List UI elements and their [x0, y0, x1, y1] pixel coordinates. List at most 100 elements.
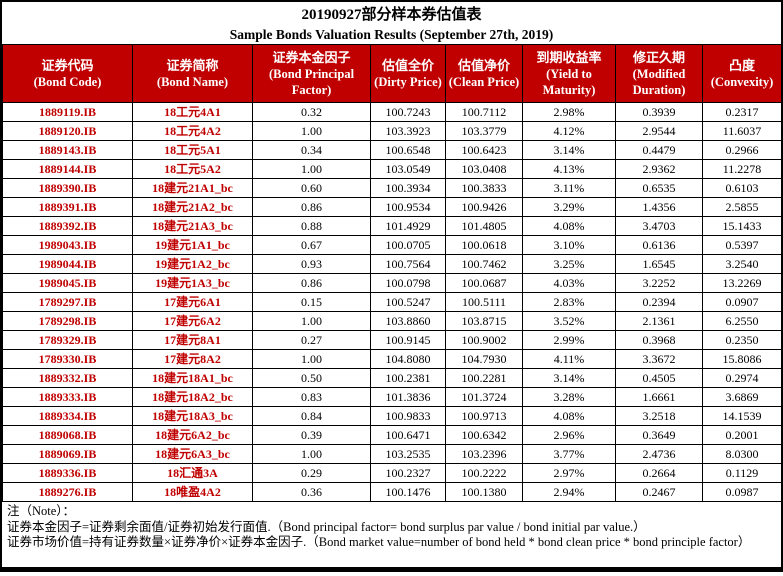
cell-convexity: 2.5855: [702, 197, 782, 217]
cell-dirty-price: 101.3836: [370, 387, 446, 407]
cell-clean-price: 100.9002: [445, 330, 523, 350]
cell-convexity: 0.6103: [702, 178, 782, 198]
cell-dirty-price: 101.4929: [370, 216, 446, 236]
cell-dirty-price: 103.8860: [370, 311, 446, 331]
cell-dirty-price: 100.1476: [370, 482, 446, 502]
cell-bond-name: 19建元1A1_bc: [132, 235, 253, 255]
cell-modified-duration: 3.2518: [615, 406, 703, 426]
cell-modified-duration: 0.6136: [615, 235, 703, 255]
cell-modified-duration: 0.6535: [615, 178, 703, 198]
cell-clean-price: 100.7462: [445, 254, 523, 274]
column-header-bond-name: 证券简称 (Bond Name): [132, 44, 253, 103]
cell-clean-price: 103.0408: [445, 159, 523, 179]
column-header-modified-duration: 修正久期 (Modified Duration): [615, 44, 703, 103]
cell-bond-code: 1889119.IB: [2, 102, 133, 122]
cell-principal-factor: 0.86: [252, 273, 371, 293]
page-title: 20190927部分样本券估值表: [301, 6, 482, 23]
column-header-en: (Modified Duration): [632, 67, 686, 97]
cell-yield-to-maturity: 4.03%: [522, 273, 616, 293]
cell-clean-price: 101.4805: [445, 216, 523, 236]
cell-yield-to-maturity: 2.97%: [522, 463, 616, 483]
cell-bond-code: 1989044.IB: [2, 254, 133, 274]
cell-bond-code: 1889391.IB: [2, 197, 133, 217]
cell-dirty-price: 100.2381: [370, 368, 446, 388]
cell-convexity: 0.0907: [702, 292, 782, 312]
cell-modified-duration: 1.6545: [615, 254, 703, 274]
column-header-en: (Bond Name): [156, 75, 229, 89]
table-row: 1889144.IB 18工元5A2 1.00 103.0549 103.0408 4.1…: [2, 159, 782, 179]
table-row: 1789298.IB 17建元6A2 1.00 103.8860 103.8715 3.5…: [2, 311, 782, 331]
cell-convexity: 0.2350: [702, 330, 782, 350]
cell-convexity: 0.2974: [702, 368, 782, 388]
cell-dirty-price: 104.8080: [370, 349, 446, 369]
cell-bond-name: 18唯盈4A2: [132, 482, 253, 502]
cell-yield-to-maturity: 2.98%: [522, 102, 616, 122]
cell-clean-price: 103.8715: [445, 311, 523, 331]
cell-yield-to-maturity: 3.14%: [522, 140, 616, 160]
cell-principal-factor: 0.50: [252, 368, 371, 388]
column-header-en: (Bond Code): [33, 75, 102, 89]
cell-bond-code: 1789329.IB: [2, 330, 133, 350]
cell-dirty-price: 100.0705: [370, 235, 446, 255]
column-header-zh: 到期收益率: [536, 50, 602, 65]
cell-bond-name: 18汇通3A: [132, 463, 253, 483]
column-header-en: (Bond Principal Factor): [268, 67, 355, 97]
cell-clean-price: 100.2281: [445, 368, 523, 388]
cell-bond-code: 1889333.IB: [2, 387, 133, 407]
cell-dirty-price: 100.7564: [370, 254, 446, 274]
cell-dirty-price: 103.2535: [370, 444, 446, 464]
cell-yield-to-maturity: 2.96%: [522, 425, 616, 445]
cell-convexity: 15.8086: [702, 349, 782, 369]
cell-clean-price: 100.2222: [445, 463, 523, 483]
cell-modified-duration: 2.9362: [615, 159, 703, 179]
column-header-zh: 证券代码: [41, 58, 94, 73]
cell-principal-factor: 0.84: [252, 406, 371, 426]
cell-dirty-price: 103.0549: [370, 159, 446, 179]
table-row: 1789297.IB 17建元6A1 0.15 100.5247 100.5111 2.8…: [2, 292, 782, 312]
column-header-zh: 估值净价: [457, 58, 510, 73]
column-header-en: (Clean Price): [448, 75, 520, 89]
column-header-zh: 凸度: [728, 58, 755, 73]
note-line-principal-factor: 证券本金因子=证券剩余面值/证券初始发行面值.（Bond principal f…: [7, 519, 646, 534]
cell-yield-to-maturity: 4.11%: [522, 349, 616, 369]
cell-bond-name: 18建元21A2_bc: [132, 197, 253, 217]
column-header-zh: 证券本金因子: [272, 50, 351, 65]
cell-bond-name: 18工元5A1: [132, 140, 253, 160]
cell-bond-name: 19建元1A2_bc: [132, 254, 253, 274]
cell-clean-price: 103.3779: [445, 121, 523, 141]
table-row: 1789330.IB 17建元8A2 1.00 104.8080 104.7930 4.1…: [2, 349, 782, 369]
cell-modified-duration: 0.2467: [615, 482, 703, 502]
table-row: 1889392.IB 18建元21A3_bc 0.88 101.4929 101.480…: [2, 216, 782, 236]
cell-dirty-price: 103.3923: [370, 121, 446, 141]
cell-yield-to-maturity: 2.94%: [522, 482, 616, 502]
table-row: 1889120.IB 18工元4A2 1.00 103.3923 103.3779 4.1…: [2, 121, 782, 141]
cell-bond-code: 1889120.IB: [2, 121, 133, 141]
cell-convexity: 0.0987: [702, 482, 782, 502]
cell-bond-code: 1889390.IB: [2, 178, 133, 198]
cell-convexity: 0.1129: [702, 463, 782, 483]
cell-principal-factor: 1.00: [252, 159, 371, 179]
cell-modified-duration: 2.1361: [615, 311, 703, 331]
cell-clean-price: 100.0687: [445, 273, 523, 293]
cell-principal-factor: 0.15: [252, 292, 371, 312]
cell-yield-to-maturity: 3.25%: [522, 254, 616, 274]
cell-bond-name: 18建元18A2_bc: [132, 387, 253, 407]
cell-yield-to-maturity: 2.99%: [522, 330, 616, 350]
cell-yield-to-maturity: 3.28%: [522, 387, 616, 407]
table-row: 1989043.IB 19建元1A1_bc 0.67 100.0705 100.0618…: [2, 235, 782, 255]
cell-dirty-price: 100.9833: [370, 406, 446, 426]
table-row: 1789329.IB 17建元8A1 0.27 100.9145 100.9002 2.9…: [2, 330, 782, 350]
cell-bond-name: 19建元1A3_bc: [132, 273, 253, 293]
cell-modified-duration: 3.4703: [615, 216, 703, 236]
cell-yield-to-maturity: 2.83%: [522, 292, 616, 312]
table-row: 1889068.IB 18建元6A2_bc 0.39 100.6471 100.6342…: [2, 425, 782, 445]
cell-modified-duration: 3.2252: [615, 273, 703, 293]
cell-bond-name: 18建元6A2_bc: [132, 425, 253, 445]
cell-modified-duration: 0.4479: [615, 140, 703, 160]
cell-clean-price: 100.3833: [445, 178, 523, 198]
column-header-convexity: 凸度 (Convexity): [702, 44, 782, 103]
cell-clean-price: 100.1380: [445, 482, 523, 502]
cell-principal-factor: 0.29: [252, 463, 371, 483]
cell-principal-factor: 0.88: [252, 216, 371, 236]
notes-section: 注（Note）： 证券本金因子=证券剩余面值/证券初始发行面值.（Bond pr…: [2, 502, 781, 567]
